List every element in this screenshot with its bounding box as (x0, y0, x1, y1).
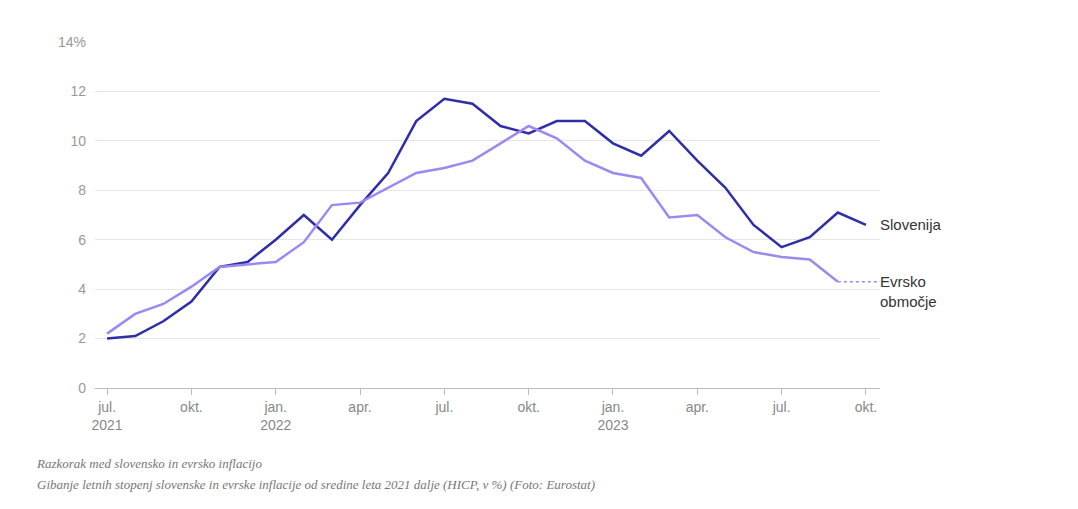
svg-text:Evrskoobmočje: Evrskoobmočje (880, 273, 937, 310)
svg-text:jan.2022: jan.2022 (260, 399, 291, 433)
svg-text:jan.2023: jan.2023 (597, 399, 628, 433)
svg-text:2: 2 (78, 330, 86, 346)
svg-text:okt.: okt. (855, 399, 878, 415)
svg-text:okt.: okt. (517, 399, 540, 415)
svg-text:4: 4 (78, 281, 86, 297)
svg-text:6: 6 (78, 232, 86, 248)
svg-text:12: 12 (70, 83, 86, 99)
svg-text:jul.2021: jul.2021 (92, 399, 123, 433)
svg-text:Slovenija: Slovenija (880, 216, 942, 233)
html-text:Razkorak med slovensko in evrs: Razkorak med slovensko in evrsko inflaci… (37, 456, 262, 471)
svg-text:jul.: jul. (772, 399, 791, 415)
svg-text:jul.: jul. (434, 399, 453, 415)
svg-text:14%: 14% (58, 34, 86, 50)
svg-text:apr.: apr. (686, 399, 709, 415)
svg-text:apr.: apr. (348, 399, 371, 415)
svg-text:8: 8 (78, 182, 86, 198)
svg-text:okt.: okt. (180, 399, 203, 415)
html-text:Gibanje letnih stopenj slovens: Gibanje letnih stopenj slovenske in evrs… (37, 477, 595, 492)
svg-text:10: 10 (70, 133, 86, 149)
svg-text:0: 0 (78, 380, 86, 396)
